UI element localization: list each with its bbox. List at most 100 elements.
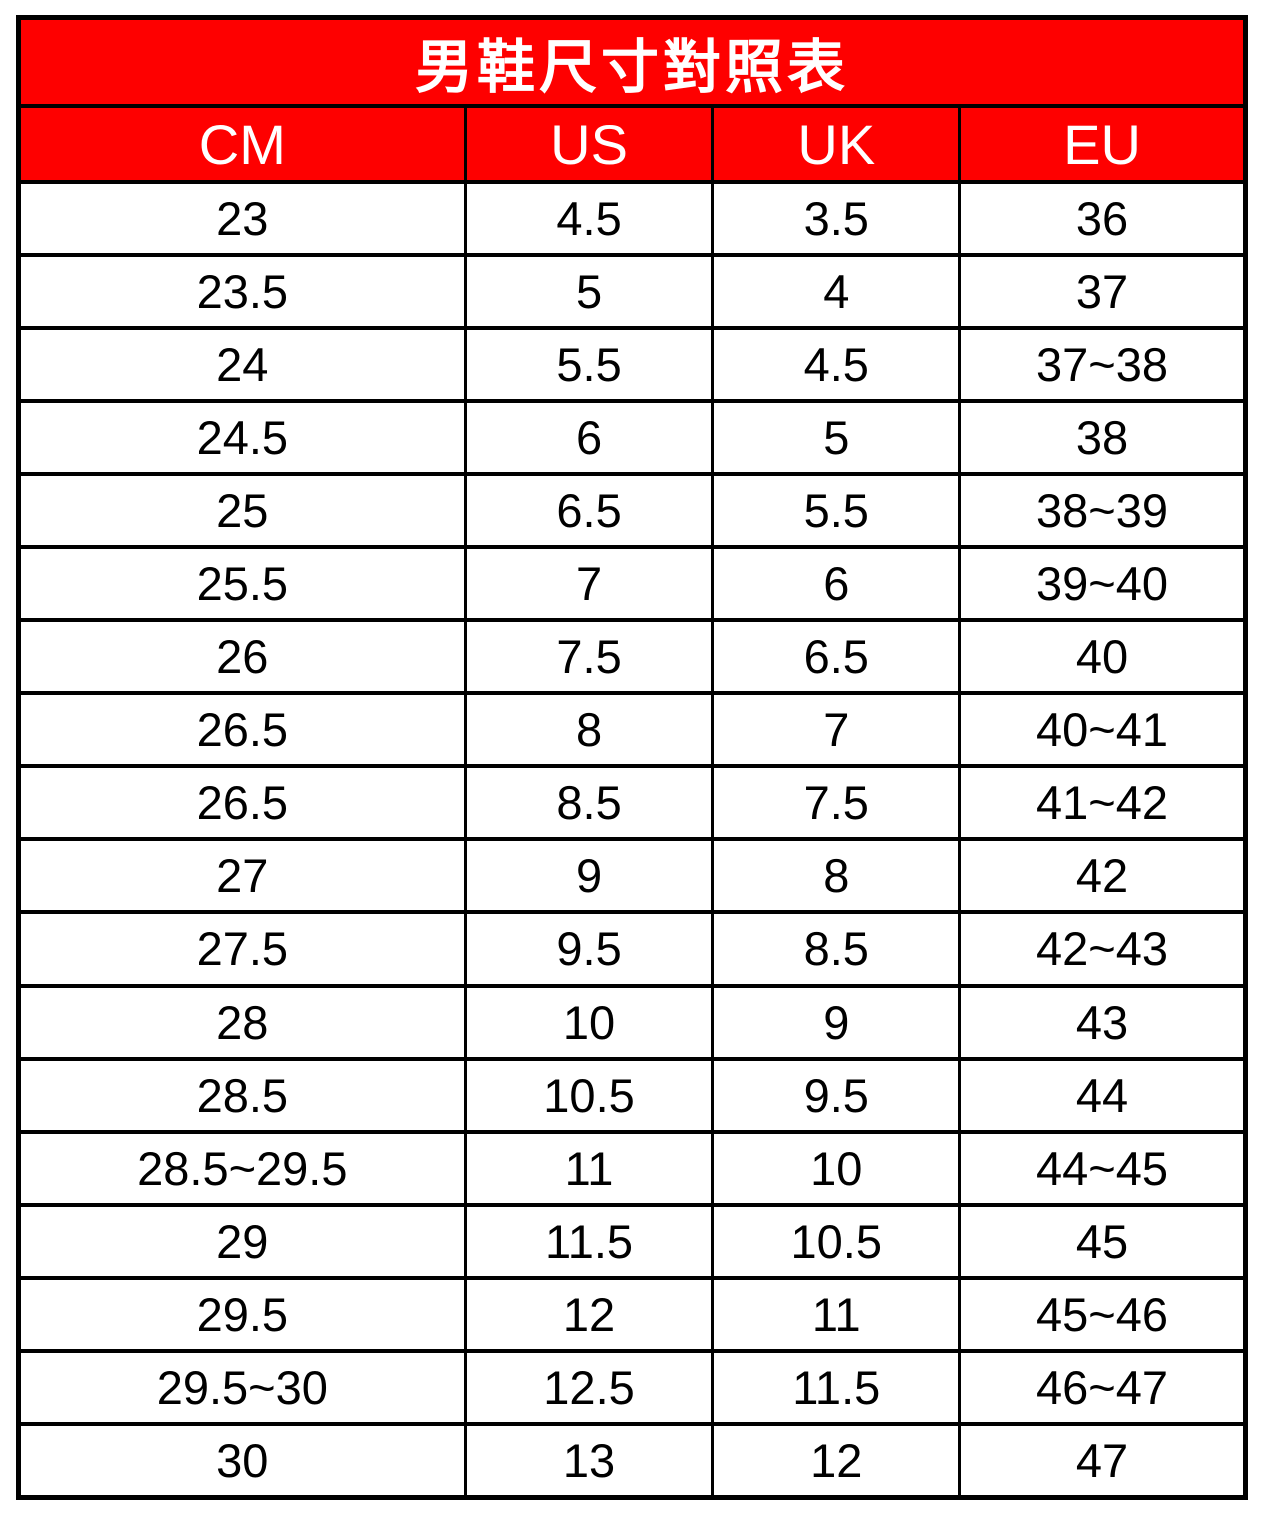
table-cell: 11.5 — [463, 1202, 715, 1280]
table-row: 28.5 10.5 9.5 44 — [17, 1056, 1247, 1134]
table-cell: 42~43 — [958, 910, 1247, 988]
table-cell: 5 — [463, 253, 715, 331]
table-cell: 12 — [711, 1421, 962, 1500]
column-header-cm: CM — [17, 104, 467, 184]
table-row: 24.5 6 5 38 — [17, 399, 1247, 477]
table-cell: 23.5 — [17, 253, 467, 331]
table-cell: 4.5 — [463, 179, 715, 258]
table-cell: 5.5 — [711, 472, 962, 550]
table-row: 25 6.5 5.5 38~39 — [17, 472, 1247, 550]
table-cell: 11.5 — [711, 1348, 962, 1426]
table-cell: 13 — [463, 1421, 715, 1500]
table-cell: 10 — [711, 1129, 962, 1207]
table-cell: 7 — [463, 545, 715, 623]
table-cell: 10.5 — [711, 1202, 962, 1280]
table-cell: 9.5 — [463, 910, 715, 988]
table-cell: 37~38 — [958, 326, 1247, 404]
table-cell: 26.5 — [17, 764, 467, 842]
table-cell: 45~46 — [958, 1275, 1247, 1353]
table-row: 26.5 8 7 40~41 — [17, 691, 1247, 769]
table-cell: 10 — [463, 983, 715, 1061]
table-body: 23 4.5 3.5 36 23.5 5 4 37 24 5.5 4.5 37~38 24.5 6 5 38 2… — [17, 179, 1247, 1500]
table-cell: 7.5 — [711, 764, 962, 842]
table-row: 28 10 9 43 — [17, 983, 1247, 1061]
table-cell: 44 — [958, 1056, 1247, 1134]
table-cell: 40~41 — [958, 691, 1247, 769]
table-cell: 9 — [463, 837, 715, 915]
table-row: 23.5 5 4 37 — [17, 253, 1247, 331]
table-row: 26.5 8.5 7.5 41~42 — [17, 764, 1247, 842]
table-cell: 29 — [17, 1202, 467, 1280]
table-cell: 46~47 — [958, 1348, 1247, 1426]
table-cell: 11 — [463, 1129, 715, 1207]
table-cell: 26 — [17, 618, 467, 696]
table-row: 25.5 7 6 39~40 — [17, 545, 1247, 623]
table-cell: 10.5 — [463, 1056, 715, 1134]
table-row: 29.5 12 11 45~46 — [17, 1275, 1247, 1353]
table-row: 24 5.5 4.5 37~38 — [17, 326, 1247, 404]
table-cell: 30 — [17, 1421, 467, 1500]
table-cell: 36 — [958, 179, 1247, 258]
table-cell: 9.5 — [711, 1056, 962, 1134]
table-cell: 25 — [17, 472, 467, 550]
table-row: 27 9 8 42 — [17, 837, 1247, 915]
table-cell: 27 — [17, 837, 467, 915]
table-cell: 8.5 — [711, 910, 962, 988]
table-cell: 27.5 — [17, 910, 467, 988]
table-cell: 29.5 — [17, 1275, 467, 1353]
table-cell: 7 — [711, 691, 962, 769]
table-cell: 45 — [958, 1202, 1247, 1280]
table-row: 29 11.5 10.5 45 — [17, 1202, 1247, 1280]
table-cell: 28.5~29.5 — [17, 1129, 467, 1207]
table-cell: 24 — [17, 326, 467, 404]
table-row: 28.5~29.5 11 10 44~45 — [17, 1129, 1247, 1207]
table-title: 男鞋尺寸對照表 — [17, 15, 1247, 108]
column-header-eu: EU — [958, 104, 1247, 184]
table-row: 26 7.5 6.5 40 — [17, 618, 1247, 696]
table-row: 27.5 9.5 8.5 42~43 — [17, 910, 1247, 988]
table-cell: 8 — [711, 837, 962, 915]
table-cell: 9 — [711, 983, 962, 1061]
table-cell: 4.5 — [711, 326, 962, 404]
table-row: 30 13 12 47 — [17, 1421, 1247, 1500]
table-cell: 23 — [17, 179, 467, 258]
table-cell: 12.5 — [463, 1348, 715, 1426]
table-cell: 12 — [463, 1275, 715, 1353]
table-cell: 38~39 — [958, 472, 1247, 550]
table-row: 29.5~30 12.5 11.5 46~47 — [17, 1348, 1247, 1426]
table-cell: 40 — [958, 618, 1247, 696]
table-cell: 3.5 — [711, 179, 962, 258]
table-cell: 47 — [958, 1421, 1247, 1500]
table-cell: 37 — [958, 253, 1247, 331]
column-header-uk: UK — [711, 104, 962, 184]
title-row: 男鞋尺寸對照表 — [17, 15, 1247, 108]
table-cell: 42 — [958, 837, 1247, 915]
table-cell: 5.5 — [463, 326, 715, 404]
table-cell: 7.5 — [463, 618, 715, 696]
table-cell: 29.5~30 — [17, 1348, 467, 1426]
table-cell: 8.5 — [463, 764, 715, 842]
table-cell: 6.5 — [463, 472, 715, 550]
table-cell: 38 — [958, 399, 1247, 477]
column-header-us: US — [463, 104, 715, 184]
table-cell: 8 — [463, 691, 715, 769]
table-cell: 39~40 — [958, 545, 1247, 623]
table-cell: 11 — [711, 1275, 962, 1353]
table-cell: 28.5 — [17, 1056, 467, 1134]
table-cell: 41~42 — [958, 764, 1247, 842]
table-cell: 24.5 — [17, 399, 467, 477]
table-cell: 5 — [711, 399, 962, 477]
size-chart-table: 男鞋尺寸對照表 CM US UK EU 23 4.5 3.5 36 23.5 5 4 37 24 5.5… — [16, 15, 1248, 1500]
table-cell: 26.5 — [17, 691, 467, 769]
column-header-row: CM US UK EU — [17, 104, 1247, 184]
table-cell: 6 — [711, 545, 962, 623]
table-cell: 25.5 — [17, 545, 467, 623]
table-cell: 4 — [711, 253, 962, 331]
table-cell: 28 — [17, 983, 467, 1061]
table-row: 23 4.5 3.5 36 — [17, 179, 1247, 258]
table-cell: 6.5 — [711, 618, 962, 696]
table-cell: 43 — [958, 983, 1247, 1061]
table-cell: 44~45 — [958, 1129, 1247, 1207]
table-cell: 6 — [463, 399, 715, 477]
